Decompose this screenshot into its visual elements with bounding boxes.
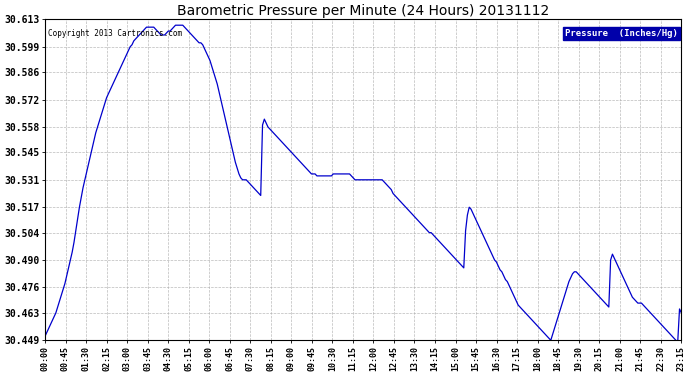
Title: Barometric Pressure per Minute (24 Hours) 20131112: Barometric Pressure per Minute (24 Hours…: [177, 4, 549, 18]
Text: Pressure  (Inches/Hg): Pressure (Inches/Hg): [565, 29, 678, 38]
Text: Copyright 2013 Cartronics.com: Copyright 2013 Cartronics.com: [48, 29, 182, 38]
